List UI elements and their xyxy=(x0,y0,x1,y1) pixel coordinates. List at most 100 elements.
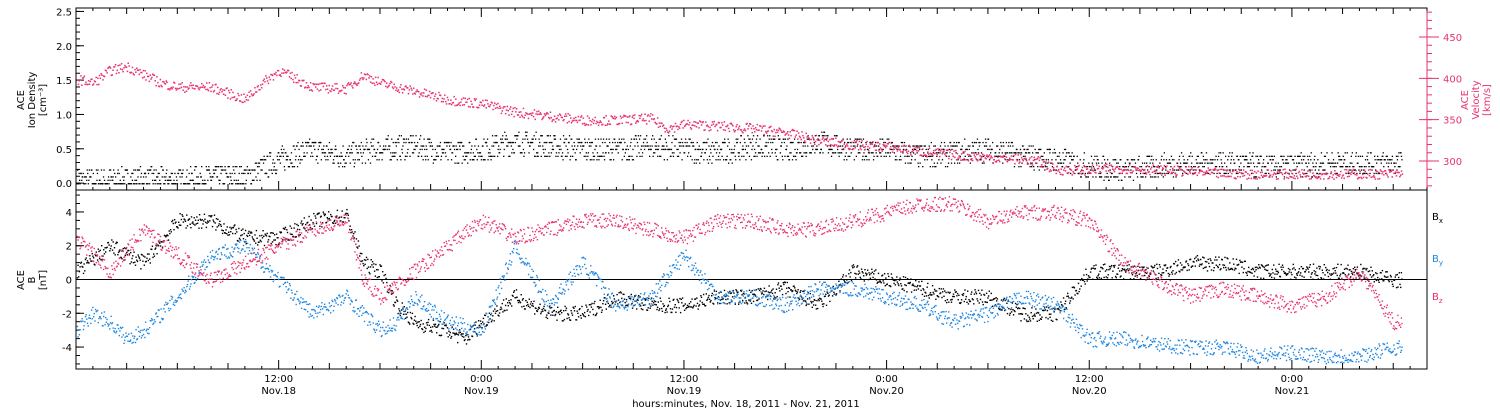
density-point xyxy=(323,152,325,154)
bx-point xyxy=(434,325,436,327)
density-point xyxy=(552,148,554,151)
density-point xyxy=(190,179,192,181)
density-point xyxy=(1020,166,1022,168)
density-point xyxy=(153,172,155,175)
density-point xyxy=(1385,155,1387,157)
density-point xyxy=(580,145,582,147)
bx-point xyxy=(189,223,191,225)
density-point xyxy=(351,152,353,154)
bx-point xyxy=(469,338,471,341)
density-point xyxy=(311,141,313,144)
velocity-point xyxy=(599,120,601,122)
density-point xyxy=(812,148,814,151)
density-point xyxy=(689,145,691,147)
velocity-point xyxy=(442,100,444,103)
bx-point xyxy=(410,316,412,319)
velocity-point xyxy=(1201,170,1204,173)
density-point xyxy=(1253,166,1256,168)
velocity-point xyxy=(676,125,678,127)
velocity-point xyxy=(692,124,694,126)
bx-point xyxy=(113,252,115,254)
bx-point xyxy=(286,229,288,231)
density-point xyxy=(583,155,585,157)
density-point xyxy=(299,162,301,164)
bx-point xyxy=(318,212,320,214)
density-point xyxy=(804,141,806,144)
density-point xyxy=(611,148,613,151)
density-point xyxy=(153,169,155,171)
velocity-point xyxy=(169,87,172,90)
density-point xyxy=(109,179,111,181)
velocity-point xyxy=(841,139,844,142)
velocity-point xyxy=(956,152,959,155)
velocity-point xyxy=(1208,169,1210,171)
velocity-point xyxy=(860,148,862,151)
density-point xyxy=(574,145,576,147)
velocity-point xyxy=(838,145,840,147)
velocity-point xyxy=(459,104,461,107)
velocity-point xyxy=(1114,168,1117,170)
bx-point xyxy=(254,234,256,236)
bx-point xyxy=(519,301,522,304)
bx-point xyxy=(456,333,458,335)
velocity-point xyxy=(99,77,102,79)
velocity-point xyxy=(1001,155,1003,158)
velocity-point xyxy=(705,121,707,123)
velocity-point xyxy=(1322,173,1324,175)
velocity-point xyxy=(1176,174,1178,176)
density-point xyxy=(331,152,334,154)
density-point xyxy=(1276,172,1278,175)
density-point xyxy=(825,138,828,140)
density-point xyxy=(1148,155,1150,157)
density-point xyxy=(1268,155,1270,157)
velocity-point xyxy=(1332,174,1334,176)
density-point xyxy=(1171,172,1173,175)
velocity-point xyxy=(852,148,855,150)
density-point xyxy=(295,155,297,157)
velocity-point xyxy=(944,154,947,157)
bx-point xyxy=(419,325,421,327)
density-point xyxy=(439,141,442,144)
velocity-point xyxy=(788,137,791,140)
velocity-point xyxy=(884,146,887,149)
density-point xyxy=(1176,162,1179,164)
density-point xyxy=(896,145,898,147)
velocity-point xyxy=(114,64,117,66)
density-point xyxy=(237,179,239,181)
bx-point xyxy=(382,271,384,273)
density-point xyxy=(1031,162,1033,164)
bx-point xyxy=(364,263,366,266)
bx-point xyxy=(377,269,379,271)
velocity-point xyxy=(703,129,705,131)
density-point xyxy=(1125,166,1127,168)
bx-point xyxy=(213,221,215,223)
density-point xyxy=(899,155,902,157)
velocity-point xyxy=(648,120,650,122)
velocity-point xyxy=(946,149,949,152)
density-point xyxy=(470,152,472,154)
velocity-point xyxy=(1073,172,1075,175)
density-point xyxy=(223,169,225,171)
bx-point xyxy=(271,232,273,234)
density-point xyxy=(77,169,79,171)
bx-point xyxy=(198,227,200,229)
density-point xyxy=(543,152,545,154)
velocity-point xyxy=(217,93,220,95)
density-point xyxy=(697,148,699,151)
density-point xyxy=(826,145,829,147)
density-point xyxy=(768,152,770,154)
velocity-point xyxy=(265,75,267,77)
velocity-point xyxy=(1113,170,1116,173)
bx-point xyxy=(228,231,230,233)
velocity-point xyxy=(1072,171,1074,173)
density-point xyxy=(698,145,700,147)
density-point xyxy=(729,148,731,151)
velocity-point xyxy=(141,71,143,74)
density-point xyxy=(544,155,546,157)
density-point xyxy=(907,162,909,164)
bx-point xyxy=(308,215,310,218)
velocity-point xyxy=(1375,170,1377,172)
density-point xyxy=(742,145,744,147)
bx-point xyxy=(303,217,305,219)
bx-point xyxy=(363,265,365,267)
